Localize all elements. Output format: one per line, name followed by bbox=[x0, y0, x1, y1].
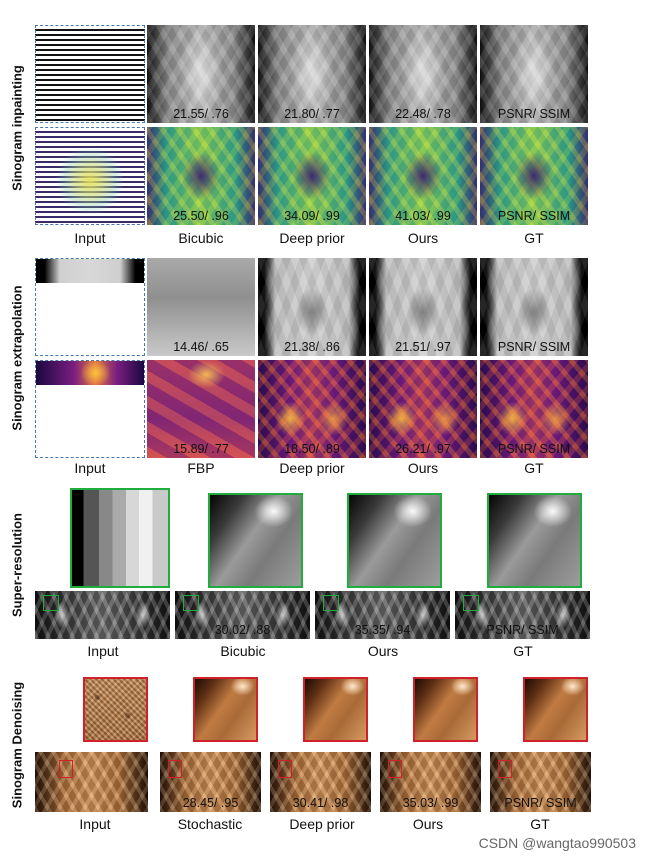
metric-label: PSNR/ SSIM bbox=[486, 623, 559, 637]
inpainting-gt-gray: PSNR/ SSIM bbox=[480, 25, 588, 123]
caption: Deep prior bbox=[279, 230, 345, 246]
inpainting-input-color bbox=[35, 127, 145, 225]
row-label-extrapolation: Sinogram extrapolation bbox=[9, 285, 25, 431]
superres-gt-zoom bbox=[487, 493, 582, 588]
metric-label: 21.80/ .77 bbox=[284, 107, 340, 121]
metric-label: 21.55/ .76 bbox=[173, 107, 229, 121]
caption: Ours bbox=[407, 230, 439, 246]
caption: Ours bbox=[412, 816, 444, 832]
extrapolation-deepprior-gray: 21.38/ .86 bbox=[258, 258, 366, 356]
metric-label: 30.41/ .98 bbox=[292, 796, 349, 810]
metric-label: 14.46/ .65 bbox=[173, 340, 229, 354]
inpainting-ours-gray: 22.48/ .78 bbox=[369, 25, 477, 123]
metric-label: 25.50/ .96 bbox=[173, 209, 229, 223]
caption: GT bbox=[524, 460, 544, 476]
denoising-stochastic: 28.45/ .95 bbox=[160, 752, 261, 812]
superres-input bbox=[35, 591, 170, 639]
caption: Ours bbox=[367, 643, 399, 659]
denoising-input bbox=[35, 752, 148, 812]
zoom-region-marker bbox=[463, 595, 479, 611]
row-label-denoising: Sinogram Denoising bbox=[9, 681, 25, 809]
metric-label: PSNR/ SSIM bbox=[497, 340, 571, 354]
extrapolation-input-color bbox=[35, 360, 145, 458]
superres-gt: PSNR/ SSIM bbox=[455, 591, 590, 639]
denoising-deepprior-zoom bbox=[303, 677, 368, 742]
caption: Ours bbox=[407, 460, 439, 476]
row-label-superres: Super-resolution bbox=[9, 512, 25, 618]
caption: GT bbox=[530, 816, 550, 832]
metric-label: 30.02/ .88 bbox=[214, 623, 271, 637]
extrapolation-gt-color: PSNR/ SSIM bbox=[480, 360, 588, 458]
caption: Deep prior bbox=[289, 816, 355, 832]
superres-ours: 35.35/ .94 bbox=[315, 591, 450, 639]
metric-label: 15.89/ .77 bbox=[173, 442, 229, 456]
row-label-inpainting: Sinogram inpainting bbox=[9, 65, 25, 191]
denoising-ours: 35.03/ .99 bbox=[380, 752, 481, 812]
input-strip bbox=[36, 361, 144, 385]
inpainting-bicubic-gray: 21.55/ .76 bbox=[147, 25, 255, 123]
inpainting-gt-color: PSNR/ SSIM bbox=[480, 127, 588, 225]
extrapolation-fbp-gray: 14.46/ .65 bbox=[147, 258, 255, 356]
caption: Deep prior bbox=[279, 460, 345, 476]
metric-label: PSNR/ SSIM bbox=[497, 209, 571, 223]
metric-label: 26.21/ .97 bbox=[395, 442, 451, 456]
metric-label: 21.51/ .97 bbox=[395, 340, 451, 354]
denoising-ours-zoom bbox=[413, 677, 478, 742]
extrapolation-input-gray bbox=[35, 258, 145, 356]
superres-ours-zoom bbox=[347, 493, 442, 588]
metric-label: 21.38/ .86 bbox=[284, 340, 340, 354]
denoising-deepprior: 30.41/ .98 bbox=[270, 752, 371, 812]
zoom-region-marker bbox=[59, 760, 73, 778]
extrapolation-fbp-color: 15.89/ .77 bbox=[147, 360, 255, 458]
watermark: CSDN @wangtao990503 bbox=[478, 835, 636, 851]
caption: Input bbox=[87, 643, 119, 659]
metric-label: 35.35/ .94 bbox=[354, 623, 411, 637]
zoom-region-marker bbox=[183, 595, 199, 611]
input-strip bbox=[36, 259, 144, 283]
zoom-region-marker bbox=[43, 595, 59, 611]
extrapolation-ours-gray: 21.51/ .97 bbox=[369, 258, 477, 356]
zoom-region-marker bbox=[168, 760, 182, 778]
denoising-gt: PSNR/ SSIM bbox=[490, 752, 591, 812]
caption: GT bbox=[524, 230, 544, 246]
zoom-region-marker bbox=[278, 760, 292, 778]
metric-label: PSNR/ SSIM bbox=[497, 442, 571, 456]
caption: FBP bbox=[187, 460, 215, 476]
zoom-region-marker bbox=[323, 595, 339, 611]
metric-label: PSNR/ SSIM bbox=[504, 796, 577, 810]
caption: Bicubic bbox=[220, 643, 266, 659]
denoising-input-zoom bbox=[83, 677, 148, 742]
inpainting-ours-color: 41.03/ .99 bbox=[369, 127, 477, 225]
inpainting-input-gray bbox=[35, 25, 145, 123]
inpainting-deepprior-gray: 21.80/ .77 bbox=[258, 25, 366, 123]
metric-label: 18.50/ .89 bbox=[284, 442, 340, 456]
metric-label: 22.48/ .78 bbox=[395, 107, 451, 121]
denoising-stochastic-zoom bbox=[193, 677, 258, 742]
caption: Stochastic bbox=[177, 816, 243, 832]
caption: Bicubic bbox=[178, 230, 224, 246]
denoising-gt-zoom bbox=[523, 677, 588, 742]
metric-label: 34.09/ .99 bbox=[284, 209, 340, 223]
extrapolation-gt-gray: PSNR/ SSIM bbox=[480, 258, 588, 356]
inpainting-bicubic-color: 25.50/ .96 bbox=[147, 127, 255, 225]
zoom-region-marker bbox=[498, 760, 512, 778]
superres-bicubic: 30.02/ .88 bbox=[175, 591, 310, 639]
caption: GT bbox=[513, 643, 533, 659]
extrapolation-ours-color: 26.21/ .97 bbox=[369, 360, 477, 458]
metric-label: 28.45/ .95 bbox=[182, 796, 239, 810]
superres-input-zoom bbox=[70, 488, 170, 588]
metric-label: 35.03/ .99 bbox=[402, 796, 459, 810]
caption: Input bbox=[74, 460, 106, 476]
extrapolation-deepprior-color: 18.50/ .89 bbox=[258, 360, 366, 458]
superres-bicubic-zoom bbox=[208, 493, 303, 588]
inpainting-deepprior-color: 34.09/ .99 bbox=[258, 127, 366, 225]
metric-label: 41.03/ .99 bbox=[395, 209, 451, 223]
caption: Input bbox=[79, 816, 111, 832]
caption: Input bbox=[74, 230, 106, 246]
metric-label: PSNR/ SSIM bbox=[497, 107, 571, 121]
zoom-region-marker bbox=[388, 760, 402, 778]
